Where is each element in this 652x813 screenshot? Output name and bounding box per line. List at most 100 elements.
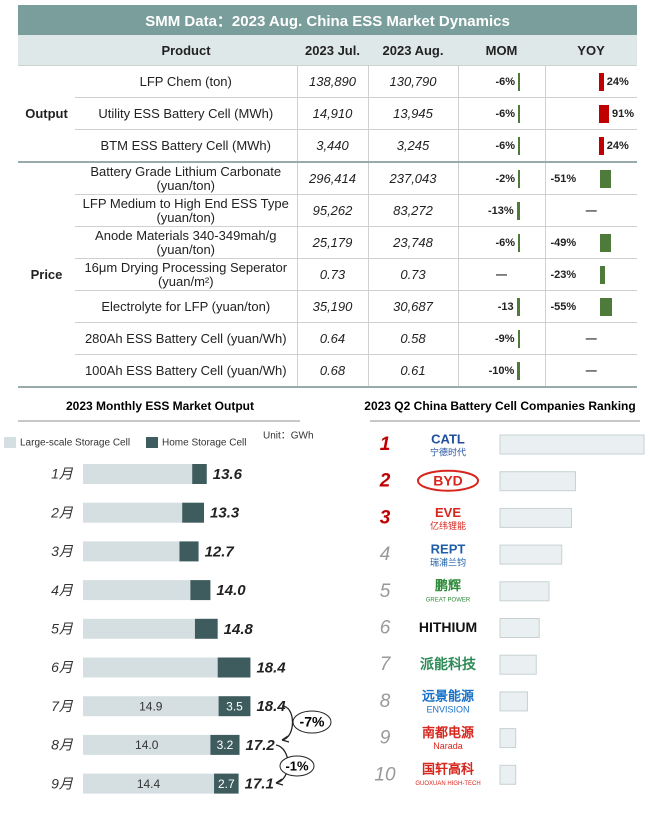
mom: -6% (457, 226, 545, 259)
change-bar (598, 72, 604, 91)
bar-segment (83, 502, 183, 523)
rank-bar (499, 618, 540, 638)
change-cell: -23% (549, 264, 635, 286)
segment-label: 3.2 (217, 738, 234, 752)
legend-label: Home Storage Cell (162, 438, 246, 449)
bar-segment (218, 696, 251, 717)
change-cell: -6% (462, 103, 542, 125)
change-label: 91% (612, 107, 635, 120)
logo-name: 派能科技 (420, 656, 477, 672)
arrow-head (281, 735, 290, 743)
aug-value: 0.58 (367, 322, 458, 355)
change-cell: — (549, 328, 635, 350)
total-label: 17.2 (246, 737, 276, 754)
segment-label: 14.9 (139, 699, 163, 713)
change-label: -10% (488, 364, 515, 377)
rank-bar (499, 581, 550, 602)
change-bar (517, 329, 520, 348)
ranking-title: 2023 Q2 China Battery Cell Companies Ran… (364, 399, 635, 413)
change-cell: -51% (549, 168, 635, 190)
change-cell: 91% (549, 103, 635, 125)
change-cell: — (549, 360, 635, 382)
month-label: 5月 (51, 621, 74, 637)
rank-bar (499, 654, 537, 675)
aug-value: 83,272 (367, 194, 458, 227)
change-cell: -6% (462, 135, 542, 157)
bar-segment (214, 773, 239, 794)
jul-value: 35,190 (296, 290, 368, 323)
month-label: 4月 (51, 582, 74, 598)
rank: 7 (380, 654, 392, 675)
bar-segment (194, 618, 218, 639)
segment-label: 14.4 (137, 777, 161, 791)
total-label: 14.8 (224, 621, 254, 638)
rank-bar (499, 507, 573, 528)
change-cell: -10% (462, 360, 542, 382)
logo-name: 鹏辉 (435, 578, 461, 593)
change-label: -13 (497, 300, 514, 313)
change-bar (598, 104, 610, 123)
jul-value: 0.64 (296, 322, 368, 355)
aug-value: 0.61 (367, 354, 458, 388)
rank: 8 (380, 691, 391, 712)
logo-ring (417, 469, 479, 492)
total-label: 14.0 (216, 582, 246, 599)
change-cell: -6% (462, 71, 542, 93)
change-label: -6% (495, 75, 515, 88)
change-bar (518, 169, 520, 188)
month-label: 8月 (51, 737, 74, 753)
change-label: -23% (550, 268, 577, 281)
bar-chart-title: 2023 Monthly ESS Market Output (66, 399, 254, 413)
mom: -9% (457, 322, 545, 355)
bar-segment (179, 541, 199, 562)
product: 280Ah ESS Battery Cell (yuan/Wh) (75, 322, 297, 355)
product: Anode Materials 340-349mah/g (yuan/ton) (75, 226, 297, 259)
month-label: 6月 (51, 659, 74, 675)
jul-value: 14,910 (296, 97, 368, 130)
bar-segment (182, 502, 205, 523)
legend-swatch (4, 437, 16, 448)
total-label: 17.1 (245, 776, 274, 793)
change-label: — (585, 204, 597, 217)
logo-sub: GUOXUAN HIGH-TECH (415, 781, 480, 787)
table-row: 16μm Drying Processing Seperator (yuan/m… (18, 258, 638, 291)
segment-label: 2.7 (218, 777, 235, 791)
aug-value: 13,945 (367, 97, 458, 130)
group-label: Price (18, 162, 75, 388)
table-row: Electrolyte for LFP (yuan/ton) 35,190 30,6… (18, 290, 638, 323)
change-cell: -6% (462, 232, 542, 254)
change-cell: -55% (549, 296, 635, 318)
table-row: BTM ESS Battery Cell (MWh) 3,440 3,245 -6% 2… (18, 129, 638, 163)
change-label: -55% (550, 300, 577, 313)
logo-name: 远景能源 (422, 688, 474, 703)
bar-segment (192, 464, 207, 484)
column-header: 2023 Jul. (297, 35, 368, 66)
column-header: 2023 Aug. (368, 35, 458, 66)
yoy: -51% (544, 162, 638, 195)
change-cell: 24% (549, 71, 635, 93)
change-bar (516, 297, 520, 316)
table-title: SMM Data：2023 Aug. China ESS Market Dyna… (18, 5, 638, 35)
product: 16μm Drying Processing Seperator (yuan/m… (75, 258, 297, 291)
yoy: — (544, 354, 638, 388)
legend-label: Large-scale Storage Cell (20, 438, 130, 449)
bar-segment (190, 580, 211, 601)
logo-sub: 亿纬锂能 (430, 520, 466, 531)
aug-value: 30,687 (367, 290, 458, 323)
mom: -13% (457, 194, 545, 227)
aug-value: 237,043 (367, 162, 458, 195)
logo-sub: GREAT POWER (426, 597, 471, 603)
table-row: 280Ah ESS Battery Cell (yuan/Wh) 0.64 0.58… (18, 322, 638, 355)
change-label: -6% (495, 107, 515, 120)
yoy: -23% (544, 258, 638, 291)
change-cell: 24% (549, 135, 635, 157)
jul-value: 95,262 (296, 194, 368, 227)
change-bar (518, 136, 520, 155)
bar-segment (83, 696, 219, 717)
bar-segment (83, 618, 195, 639)
yoy: — (544, 194, 638, 227)
segment-label: 3.5 (226, 699, 243, 713)
yoy: — (544, 322, 638, 355)
aug-value: 130,790 (367, 65, 458, 98)
